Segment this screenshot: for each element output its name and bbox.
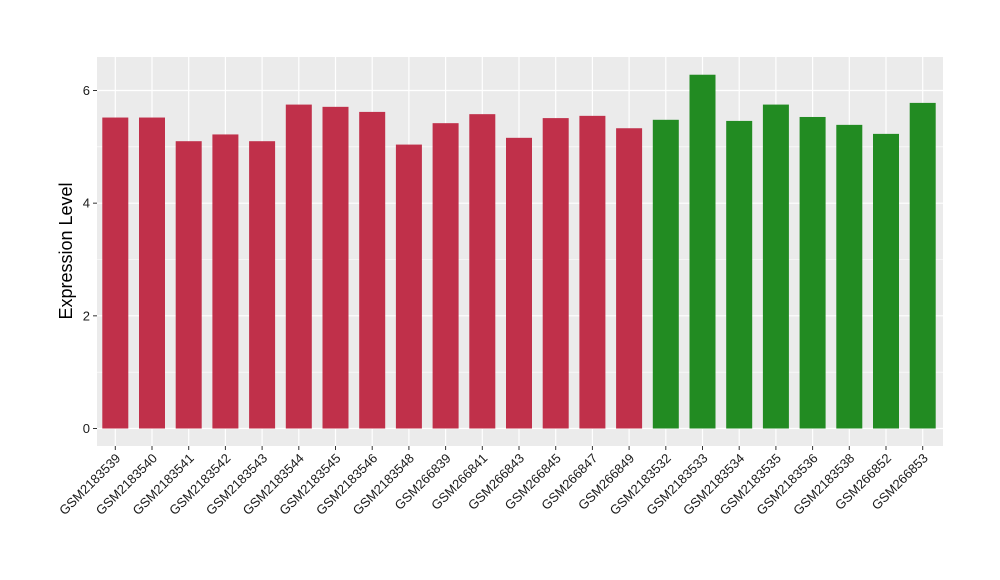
bar-GSM266852 [873, 133, 899, 429]
bars [102, 74, 936, 429]
bar-GSM2183545 [322, 106, 349, 429]
bar-GSM266845 [542, 118, 569, 429]
bar-GSM266847 [579, 115, 606, 429]
bar-GSM266849 [616, 128, 643, 429]
x-axis: GSM2183539GSM2183540GSM2183541GSM2183542… [56, 446, 931, 518]
bar-GSM2183546 [359, 111, 386, 429]
bar-GSM2183532 [652, 119, 679, 429]
y-axis-title: Expression Level [56, 182, 76, 319]
bar-GSM2183541 [175, 141, 202, 429]
bar-GSM2183538 [836, 124, 863, 429]
bar-GSM2183534 [726, 120, 753, 429]
bar-GSM2183548 [395, 144, 422, 429]
y-axis: 0 2 4 6 [83, 83, 97, 436]
y-tick-label: 4 [83, 196, 90, 211]
bar-GSM2183540 [139, 117, 165, 429]
bar-GSM2183542 [212, 134, 239, 429]
bar-GSM2183544 [285, 104, 312, 429]
bar-GSM2183543 [249, 141, 276, 429]
bar-GSM266841 [469, 114, 496, 429]
y-tick-label: 2 [83, 308, 90, 323]
bar-GSM2183536 [799, 116, 826, 429]
bar-GSM2183535 [762, 104, 789, 429]
y-tick-label: 6 [83, 83, 90, 98]
y-tick-label: 0 [83, 421, 90, 436]
bar-GSM266853 [909, 102, 936, 429]
bar-GSM266843 [506, 137, 532, 429]
bar-GSM2183539 [102, 117, 129, 429]
bar-GSM2183533 [689, 74, 716, 429]
bar-GSM266839 [432, 123, 459, 429]
